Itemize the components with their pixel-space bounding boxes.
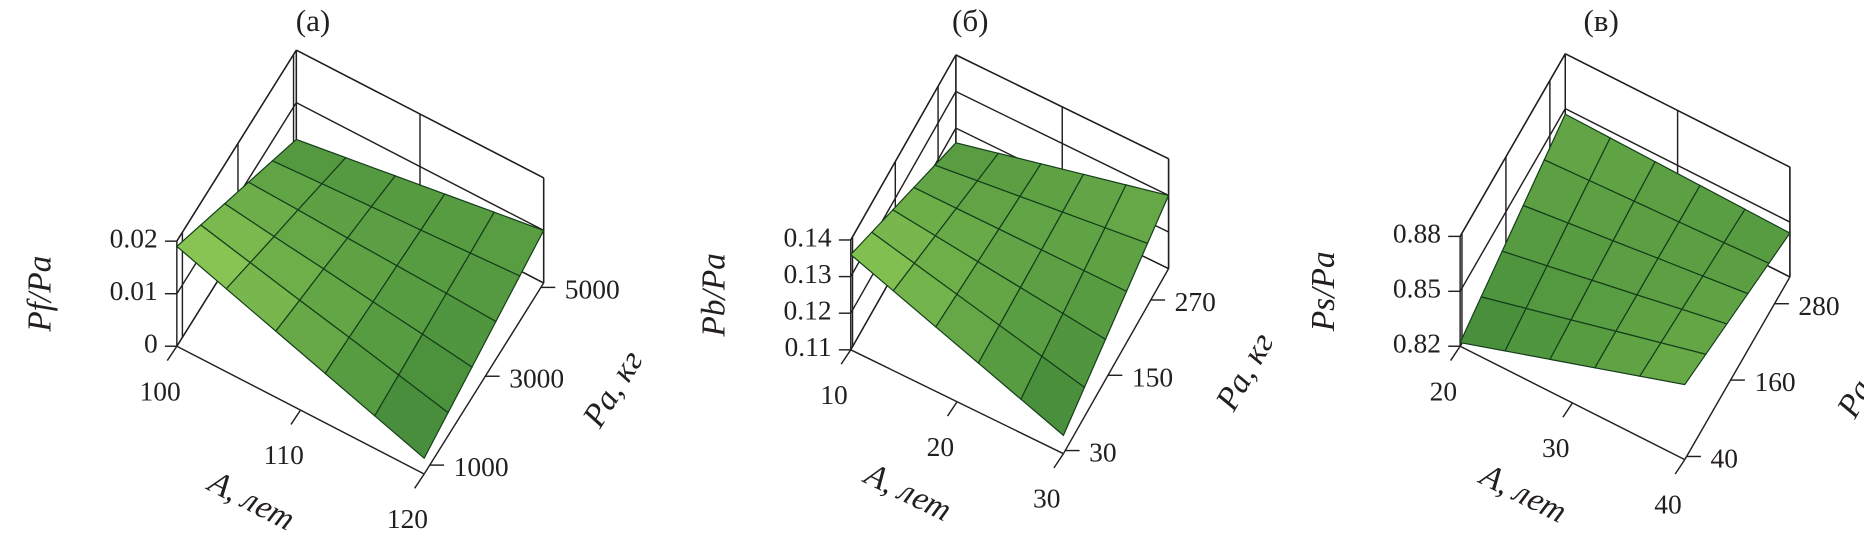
surface-chart: 0.11 0.12 0.13 0.14 10 20 30 30 150 270 (б) A, лет P…: [696, 3, 1282, 529]
z-tick-label: 0.14: [784, 222, 832, 252]
y-tick-label: 3000: [509, 363, 564, 393]
surface-patch: [373, 374, 449, 460]
grid-line: [850, 54, 957, 241]
grid-line: [1459, 53, 1566, 237]
x-tick-label: 30: [1542, 433, 1569, 463]
z-axis-label: Ps/Pa: [1305, 251, 1342, 332]
x-axis-label: A, лет: [857, 455, 957, 529]
y-tick-label: 270: [1175, 287, 1216, 317]
y-axis-label: Pa, кг: [575, 344, 651, 434]
tick-mark: [1053, 453, 1065, 469]
z-tick-label: 0: [144, 329, 158, 359]
z-tick-label: 0.88: [1393, 219, 1441, 249]
x-axis: [850, 349, 1064, 455]
surface-patch: [1020, 355, 1086, 437]
x-tick-label: 40: [1654, 490, 1681, 520]
y-axis: [1684, 276, 1791, 461]
y-tick-label: 40: [1710, 444, 1737, 474]
x-tick-label: 20: [927, 432, 954, 462]
surface-chart: 0.82 0.85 0.88 20 30 40 40 160 280 (в) A, лет Pa, к…: [1305, 3, 1864, 531]
x-axis-label: A, лет: [201, 462, 301, 538]
y-tick-label: 150: [1132, 362, 1173, 392]
x-tick-label: 110: [264, 440, 304, 470]
tick-mark: [1674, 459, 1686, 475]
z-tick-label: 0.02: [110, 223, 158, 253]
y-axis-label: Pa, кг: [1829, 334, 1864, 425]
tick-mark: [414, 473, 425, 489]
surface: [849, 142, 1170, 437]
z-tick-label: 0.12: [784, 296, 832, 326]
surface: [175, 138, 545, 460]
x-tick-label: 10: [820, 380, 847, 410]
z-tick-label: 0.13: [784, 259, 832, 289]
z-tick-label: 0.01: [110, 276, 158, 306]
chart-title: (б): [952, 3, 988, 38]
tick-mark: [290, 409, 302, 425]
y-tick-label: 5000: [565, 274, 620, 304]
z-tick-label: 0.82: [1393, 329, 1441, 359]
tick-mark: [1562, 402, 1574, 418]
x-tick-label: 100: [140, 376, 181, 406]
y-tick-label: 160: [1754, 367, 1795, 397]
x-axis: [1459, 345, 1686, 461]
x-axis: [176, 345, 425, 475]
tick-mark: [946, 401, 958, 417]
surface-patch: [1638, 342, 1707, 386]
x-tick-label: 30: [1033, 484, 1060, 514]
tick-mark: [1449, 345, 1461, 361]
y-tick-label: 30: [1089, 438, 1116, 468]
tick-mark: [840, 349, 852, 365]
z-tick-label: 0.85: [1393, 274, 1441, 304]
x-axis-label: A, лет: [1473, 456, 1573, 531]
x-tick-label: 120: [387, 504, 428, 534]
tick-mark: [166, 345, 178, 361]
surface: [1459, 113, 1791, 386]
y-tick-label: 280: [1798, 291, 1839, 321]
z-axis-label: Pf/Pa: [22, 256, 59, 333]
z-tick-label: 0.11: [785, 332, 832, 362]
y-axis: [423, 282, 545, 475]
z-axis-label: Pb/Pa: [696, 253, 733, 338]
grid-line: [176, 49, 297, 242]
chart-title: (а): [296, 3, 330, 38]
y-axis: [1062, 268, 1170, 455]
x-tick-label: 20: [1430, 376, 1457, 406]
y-axis-label: Pa, кг: [1208, 327, 1281, 418]
y-tick-label: 1000: [454, 452, 509, 482]
surface-chart: 0 0.01 0.02 100 110 120 1000 3000 5000 (а) A, лет P…: [22, 3, 651, 538]
grid-line: [1459, 108, 1566, 292]
chart-title: (в): [1583, 3, 1618, 38]
